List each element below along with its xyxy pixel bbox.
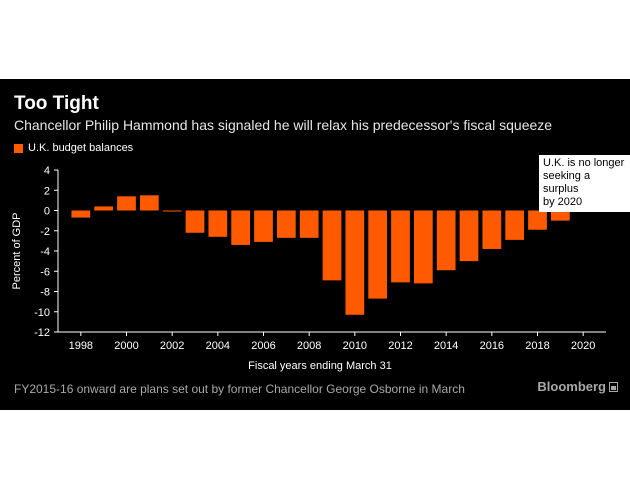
bar-1999 xyxy=(94,206,114,211)
bar-2013 xyxy=(413,210,433,284)
bar-2008 xyxy=(299,210,319,238)
bar-1998 xyxy=(71,210,91,218)
bar-2001 xyxy=(139,195,159,211)
bar-2019 xyxy=(550,210,570,221)
bar-2016 xyxy=(482,210,502,249)
bar-2017 xyxy=(505,210,525,240)
x-axis-label: Fiscal years ending March 31 xyxy=(248,360,392,372)
bar-2018 xyxy=(528,210,547,230)
bar-2002 xyxy=(162,210,182,212)
y-tick-label: -8 xyxy=(40,287,50,299)
legend-swatch xyxy=(14,143,23,153)
y-tick-label: -2 xyxy=(40,226,50,238)
x-tick-label: 2020 xyxy=(571,340,595,352)
bar-2014 xyxy=(436,210,456,271)
bar-2015 xyxy=(459,210,479,262)
annotation-callout: U.K. is no longer seeking a surplus by 2… xyxy=(539,155,630,212)
x-tick-label: 2012 xyxy=(388,340,412,352)
bar-2007 xyxy=(276,210,296,238)
brand-name: Bloomberg xyxy=(537,379,606,394)
y-tick-label: -6 xyxy=(40,266,50,278)
y-axis-label: Percent of GDP xyxy=(11,212,23,289)
bar-2010 xyxy=(345,210,365,315)
x-tick-label: 2002 xyxy=(160,340,184,352)
bar-chart: 4 2 0 -2 -4 -6 -8 -10 -12 1998 2000 2002 2004 2006 200… xyxy=(11,165,606,372)
y-tick-label: 4 xyxy=(44,165,50,177)
x-tick-label: 2010 xyxy=(343,340,367,352)
y-tick-label: -12 xyxy=(34,327,50,339)
bar-2009 xyxy=(322,210,342,281)
bar-2012 xyxy=(391,210,410,283)
x-tick-label: 1998 xyxy=(69,340,93,352)
bar-2006 xyxy=(254,210,273,242)
bloomberg-logo-icon xyxy=(609,381,618,392)
x-tick-label: 2016 xyxy=(480,340,504,352)
chart-subtitle: Chancellor Philip Hammond has signaled h… xyxy=(14,117,553,133)
y-tick-label: -4 xyxy=(40,246,50,258)
y-tick-label: -10 xyxy=(34,307,50,319)
bar-2004 xyxy=(208,210,228,237)
x-tick-label: 2006 xyxy=(251,340,275,352)
chart-card: Too Tight Chancellor Philip Hammond has … xyxy=(0,79,630,410)
y-tick-label: 0 xyxy=(44,206,50,218)
x-tick-label: 2004 xyxy=(206,340,230,352)
x-tick-label: 2018 xyxy=(525,340,549,352)
bar-2011 xyxy=(368,210,388,299)
chart-title: Too Tight xyxy=(14,93,99,114)
legend-label: U.K. budget balances xyxy=(28,142,134,154)
brand: Bloomberg xyxy=(537,379,618,394)
x-tick-label: 2000 xyxy=(114,340,138,352)
x-tick-label: 2008 xyxy=(297,340,321,352)
x-tick-label: 2014 xyxy=(434,340,458,352)
bar-2005 xyxy=(231,210,251,245)
bar-2000 xyxy=(117,196,136,211)
bar-2003 xyxy=(185,210,205,233)
y-tick-label: 2 xyxy=(44,185,50,197)
footnote: FY2015-16 onward are plans set out by fo… xyxy=(14,382,465,396)
legend: U.K. budget balances xyxy=(14,142,133,154)
